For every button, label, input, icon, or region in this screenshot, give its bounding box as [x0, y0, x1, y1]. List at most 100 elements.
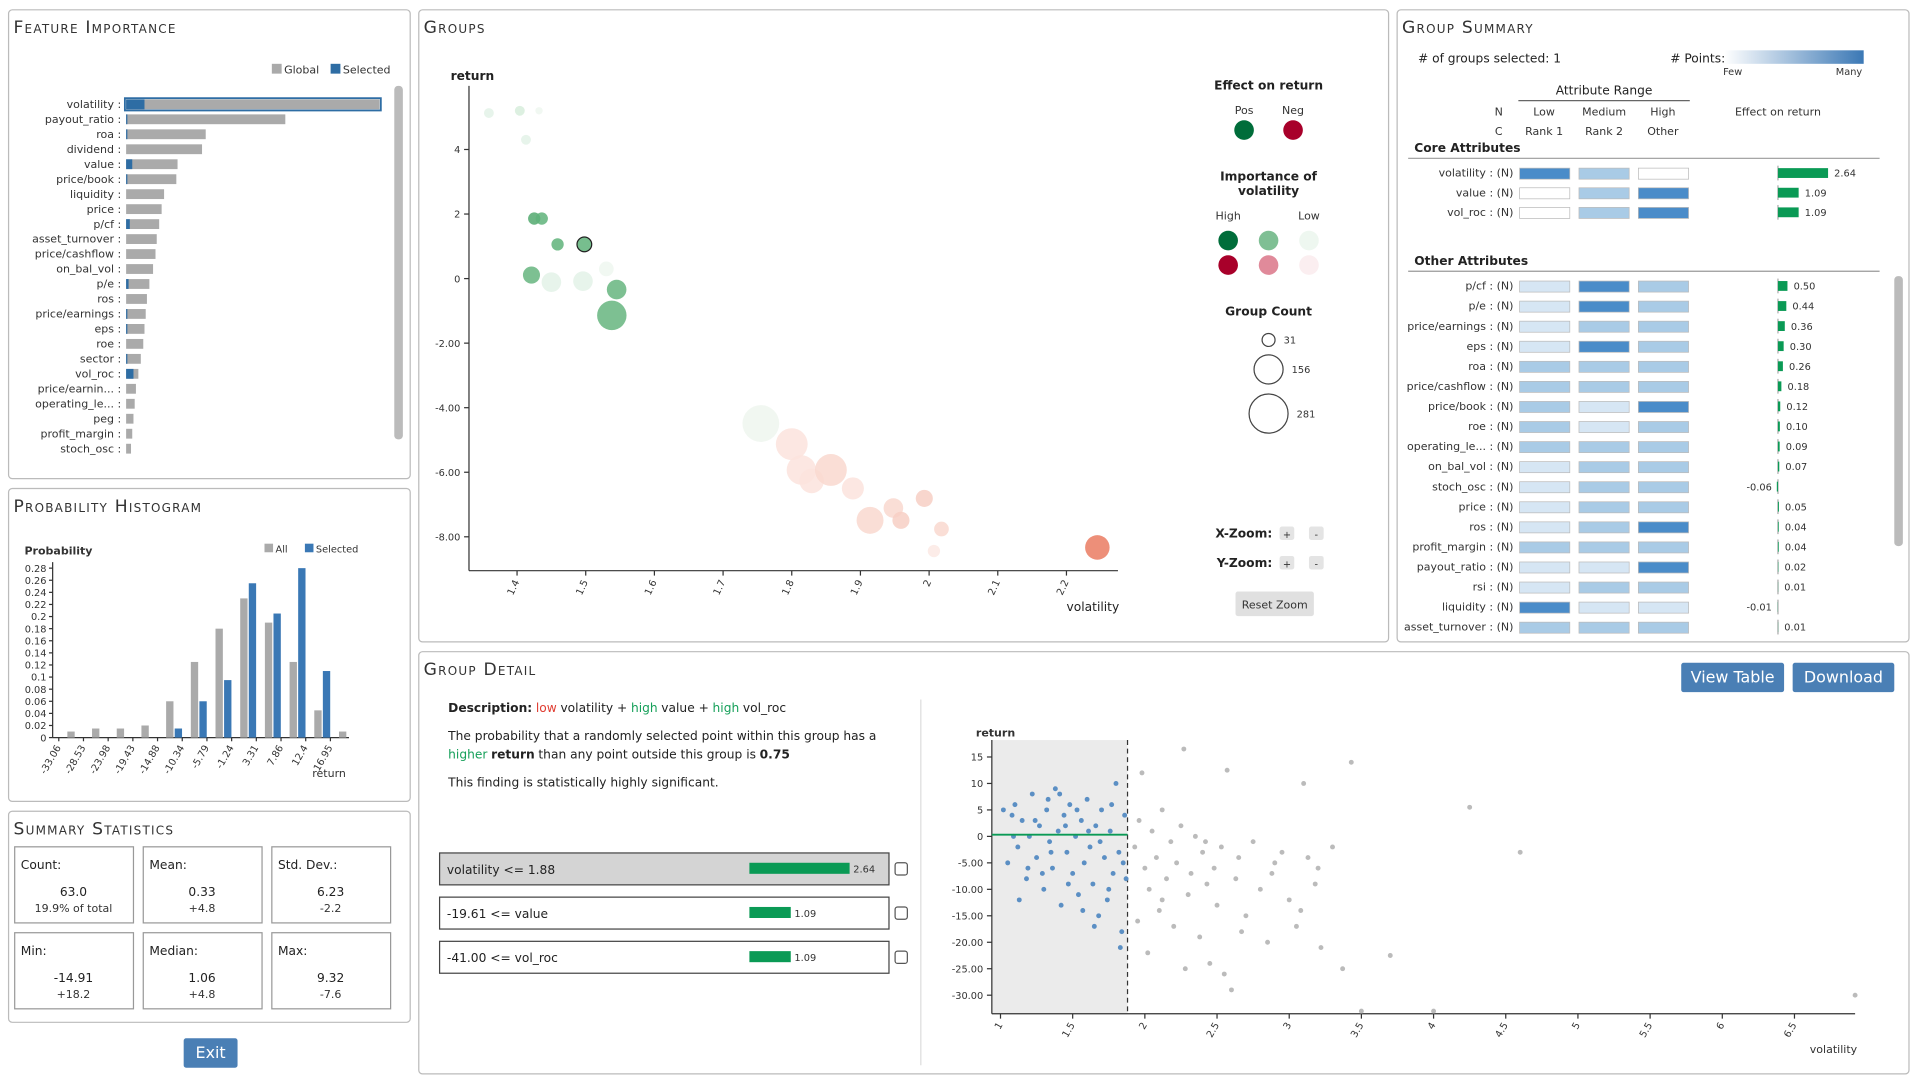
group-bubble[interactable] [606, 279, 627, 300]
selected-point [1110, 870, 1116, 876]
group-bubble[interactable] [598, 261, 614, 277]
detail-button[interactable]: View Table [1681, 662, 1785, 693]
group-bubble[interactable] [597, 300, 627, 331]
reset-zoom-button-label[interactable]: Reset Zoom [1242, 599, 1308, 612]
others-point [1203, 839, 1208, 845]
y-tick-label: -15.00 [952, 911, 984, 922]
group-bubble[interactable] [915, 489, 933, 507]
detail-button-label[interactable]: Download [1804, 667, 1883, 686]
attribute-label: price/cashflow : (N) [1407, 380, 1514, 393]
range-cell [1578, 441, 1630, 453]
group-bubble[interactable] [892, 511, 910, 529]
group-bubble[interactable] [522, 266, 541, 284]
detail-button-label[interactable]: View Table [1691, 667, 1775, 686]
group-bubble[interactable] [841, 477, 864, 500]
zoom-button[interactable]: - [1308, 555, 1324, 571]
group-bubble[interactable] [1085, 535, 1110, 560]
group-bubble[interactable] [535, 212, 548, 225]
group-bubble[interactable] [576, 236, 593, 253]
stat-label: Median: [149, 944, 198, 958]
legend-title: Effect on return [1214, 79, 1323, 93]
range-cell [1638, 167, 1689, 180]
bar [92, 728, 100, 738]
range-cell [1519, 441, 1571, 453]
range-cell [1578, 521, 1630, 534]
feature-label: ros : [97, 293, 121, 306]
zoom-button-bg[interactable] [1308, 526, 1324, 541]
group-bubble[interactable] [551, 238, 564, 251]
effect-bar [1777, 321, 1785, 331]
effect-label: 0.02 [1784, 563, 1806, 574]
range-cell [1578, 340, 1630, 353]
exit-button[interactable]: Exit [183, 1038, 238, 1068]
zoom-button-label[interactable]: - [1315, 560, 1319, 571]
zoom-button-bg[interactable] [1308, 555, 1324, 570]
others-point [1178, 823, 1184, 829]
range-cell [1638, 421, 1689, 433]
range-cell [1519, 501, 1571, 514]
range-cell [1638, 401, 1689, 413]
group-bubble[interactable] [856, 506, 884, 534]
selected-point [1123, 876, 1129, 882]
range-cell [1578, 300, 1630, 313]
y-tick-label: 0.22 [25, 600, 47, 611]
selected-point [1016, 897, 1022, 903]
description-part: volatility + [560, 701, 627, 715]
selected-point [1106, 886, 1112, 892]
group-bubble[interactable] [927, 544, 941, 558]
group-bubble[interactable] [775, 428, 808, 461]
range-cell [1638, 461, 1689, 474]
reset-zoom-button-bg[interactable] [1235, 591, 1314, 617]
rule-checkbox[interactable] [894, 906, 908, 920]
rule-box[interactable] [438, 940, 890, 974]
zoom-button[interactable]: + [1279, 526, 1295, 542]
rule-box[interactable] [438, 896, 890, 930]
description-part: value + [661, 701, 709, 715]
probability-part: higher [448, 747, 488, 761]
zoom-button-bg[interactable] [1279, 555, 1295, 570]
stat-note: +18.2 [57, 988, 91, 1001]
others-point [1197, 934, 1203, 940]
zoom-button-label[interactable]: + [1283, 560, 1291, 571]
detail-button-bg[interactable] [1792, 662, 1895, 693]
zoom-button[interactable]: + [1279, 555, 1295, 571]
legend-dot [1218, 230, 1238, 251]
zoom-button-bg[interactable] [1279, 526, 1295, 541]
detail-button[interactable]: Download [1792, 662, 1895, 693]
detail-button-bg[interactable] [1681, 662, 1785, 693]
others-point [1305, 855, 1311, 861]
attribute-label: rsi : (N) [1473, 581, 1514, 594]
group-bubble[interactable] [814, 454, 847, 486]
zoom-button[interactable]: - [1308, 526, 1324, 542]
y-tick-label: 0 [454, 274, 460, 285]
selected-point [1076, 892, 1081, 898]
attribute-label: vol_roc : (N) [1447, 206, 1513, 219]
rule-checkbox[interactable] [894, 950, 908, 965]
group-bubble[interactable] [483, 108, 494, 118]
y-tick-label: 0.26 [25, 576, 47, 587]
exit-button-label[interactable]: Exit [196, 1043, 226, 1062]
global-bar [126, 189, 165, 200]
range-cell [1638, 621, 1689, 634]
group-bubble[interactable] [541, 272, 562, 292]
effect-label: -0.06 [1747, 482, 1772, 493]
legend-swatch [304, 543, 314, 553]
rank-header: Other [1647, 125, 1679, 138]
global-bar [126, 383, 136, 394]
zoom-button-label[interactable]: - [1315, 530, 1319, 541]
panel-title: Group Detail [424, 660, 537, 680]
group-bubble[interactable] [535, 107, 543, 115]
exit-button-bg[interactable] [183, 1038, 238, 1068]
zoom-button-label[interactable]: + [1283, 530, 1291, 541]
effect-label: 0.26 [1789, 362, 1811, 373]
group-bubble[interactable] [514, 105, 525, 116]
rule-checkbox[interactable] [894, 862, 908, 876]
group-bubble[interactable] [742, 405, 780, 442]
group-bubble[interactable] [573, 271, 593, 291]
reset-zoom-button[interactable]: Reset Zoom [1235, 591, 1314, 617]
selected-point [1024, 876, 1029, 882]
group-bubble[interactable] [521, 134, 531, 145]
effect-bar [1777, 421, 1780, 432]
group-bubble[interactable] [934, 521, 949, 537]
others-point [1467, 804, 1473, 810]
